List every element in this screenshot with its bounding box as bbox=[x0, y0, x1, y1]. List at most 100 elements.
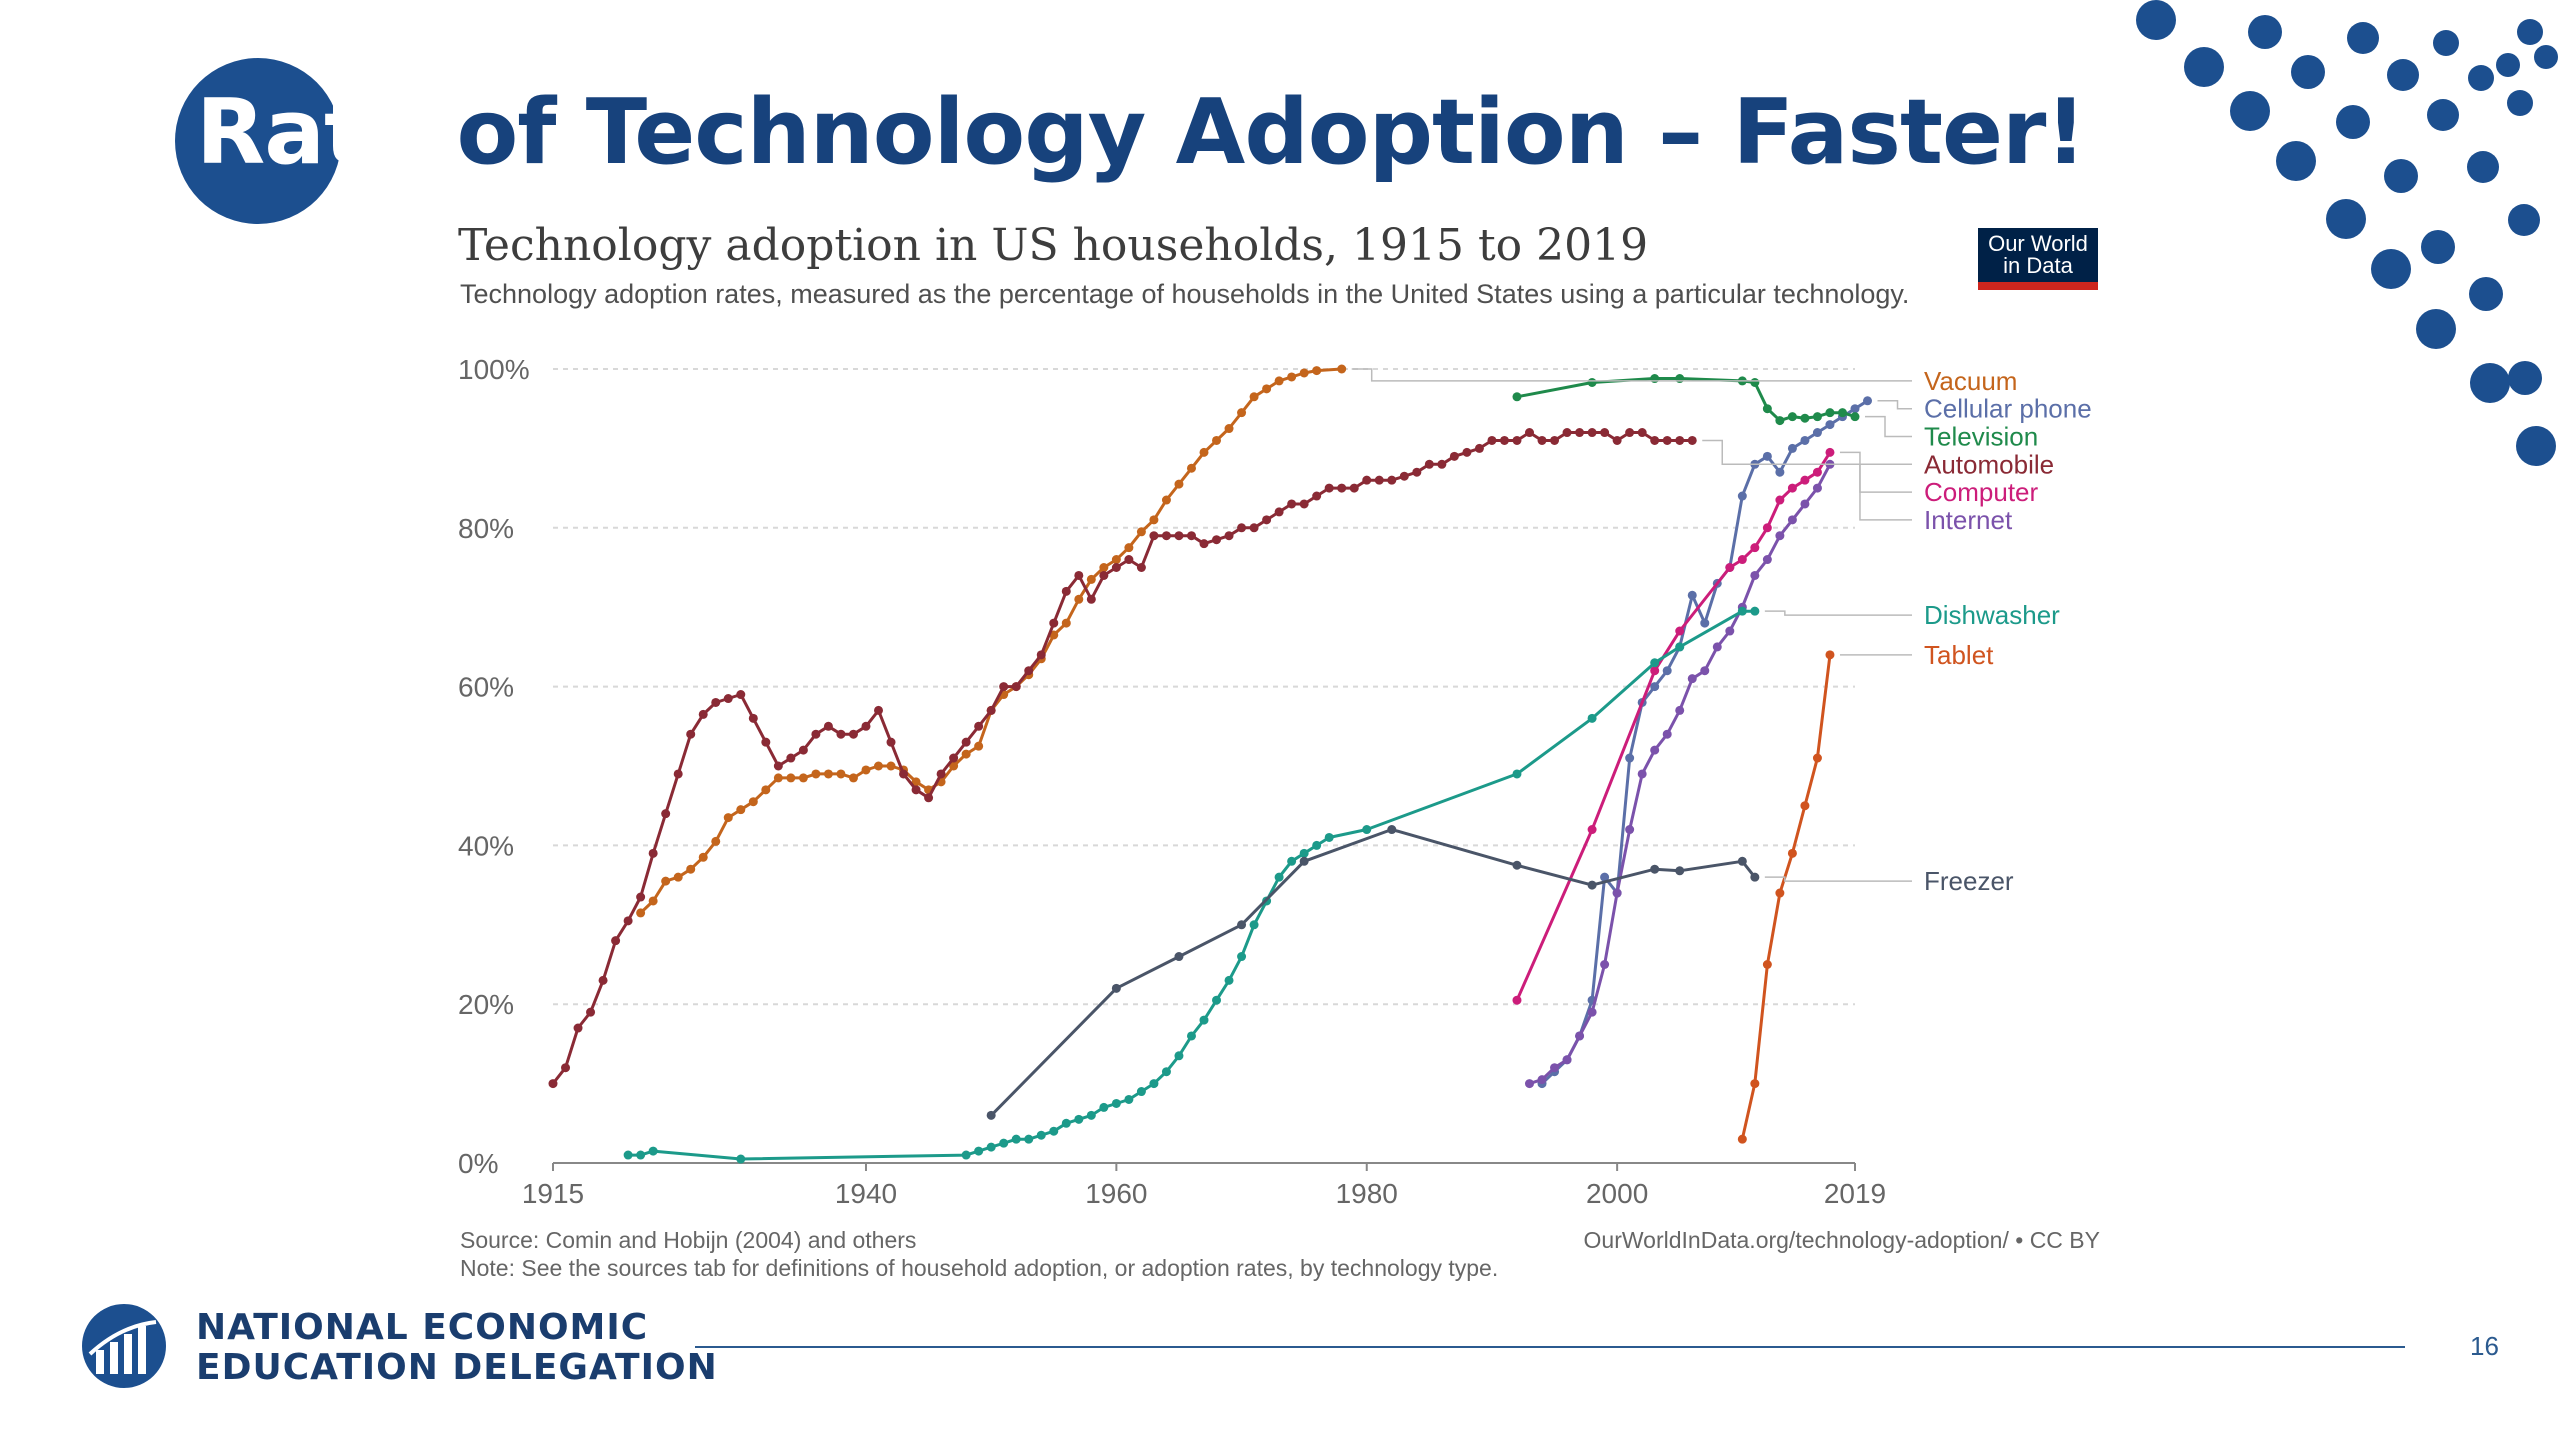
data-point bbox=[1312, 366, 1322, 376]
data-point bbox=[1625, 753, 1635, 763]
data-point bbox=[1262, 515, 1272, 525]
data-point bbox=[1186, 463, 1196, 473]
data-point bbox=[1750, 606, 1760, 616]
data-point bbox=[974, 741, 984, 751]
data-point bbox=[1600, 872, 1610, 882]
x-tick-label: 1980 bbox=[1336, 1178, 1398, 1209]
data-point bbox=[1124, 543, 1134, 553]
data-point bbox=[1086, 594, 1096, 604]
data-point bbox=[686, 864, 696, 874]
legend-label: Television bbox=[1924, 421, 2038, 451]
data-point bbox=[1775, 495, 1785, 505]
y-tick-label: 20% bbox=[458, 989, 514, 1020]
data-point bbox=[1825, 408, 1835, 418]
data-point bbox=[1850, 404, 1860, 414]
data-point bbox=[974, 1146, 984, 1156]
data-point bbox=[1662, 729, 1672, 739]
data-point bbox=[1111, 1098, 1121, 1108]
data-point bbox=[1249, 523, 1259, 533]
data-point bbox=[1111, 983, 1121, 993]
data-point bbox=[1299, 856, 1309, 866]
page-number: 16 bbox=[2470, 1331, 2499, 1361]
data-point bbox=[1750, 543, 1760, 553]
data-point bbox=[1462, 447, 1472, 457]
data-point bbox=[1762, 960, 1772, 969]
data-point bbox=[1387, 475, 1397, 485]
data-point bbox=[1812, 428, 1822, 438]
data-point bbox=[811, 769, 821, 779]
data-point bbox=[1287, 372, 1297, 382]
series-dishwasher bbox=[623, 606, 1760, 1164]
data-point bbox=[1800, 801, 1810, 811]
data-point bbox=[648, 896, 658, 906]
data-point bbox=[1287, 499, 1297, 509]
data-point bbox=[1600, 428, 1610, 438]
data-point bbox=[1812, 467, 1822, 477]
data-point bbox=[1562, 428, 1572, 438]
data-point bbox=[848, 773, 858, 783]
data-point bbox=[736, 1154, 746, 1164]
data-point bbox=[1675, 705, 1685, 715]
data-point bbox=[1374, 475, 1384, 485]
data-point bbox=[1011, 682, 1021, 692]
data-point bbox=[1149, 1079, 1159, 1089]
data-point bbox=[1262, 384, 1272, 394]
series-internet bbox=[1525, 459, 1835, 1089]
data-point bbox=[1074, 1114, 1084, 1124]
data-point bbox=[974, 721, 984, 731]
data-point bbox=[861, 765, 871, 775]
data-point bbox=[1212, 435, 1222, 445]
data-point bbox=[1099, 570, 1109, 580]
series-line bbox=[639, 367, 1342, 914]
data-point bbox=[1299, 499, 1309, 509]
data-point bbox=[1825, 420, 1835, 430]
data-point bbox=[1274, 507, 1284, 517]
data-point bbox=[1512, 435, 1522, 445]
data-point bbox=[1737, 555, 1747, 565]
data-point bbox=[1237, 523, 1247, 533]
data-point bbox=[1587, 377, 1597, 387]
data-point bbox=[1737, 606, 1747, 616]
data-point bbox=[1650, 745, 1660, 755]
data-point bbox=[1074, 570, 1084, 580]
data-point bbox=[1036, 1130, 1046, 1140]
chart-subtitle: Technology adoption rates, measured as t… bbox=[460, 279, 1910, 309]
organization-name-line2: EDUCATION DELEGATION bbox=[196, 1347, 718, 1388]
data-point bbox=[698, 852, 708, 862]
data-point bbox=[1650, 658, 1660, 668]
data-point bbox=[949, 761, 959, 771]
data-point bbox=[1612, 888, 1622, 898]
data-point bbox=[1086, 574, 1096, 584]
y-tick-label: 0% bbox=[458, 1148, 498, 1179]
data-point bbox=[1850, 412, 1860, 422]
data-point bbox=[1274, 376, 1284, 386]
legend-connector bbox=[1865, 415, 1912, 438]
data-point bbox=[1737, 856, 1747, 866]
data-point bbox=[586, 1007, 596, 1017]
data-point bbox=[1762, 451, 1772, 461]
data-point bbox=[786, 753, 796, 763]
chart-credit-link[interactable]: OurWorldInData.org/technology-adoption/ … bbox=[1583, 1227, 2100, 1253]
data-point bbox=[1562, 1055, 1572, 1065]
data-point bbox=[1136, 1087, 1146, 1097]
data-point bbox=[1762, 523, 1772, 533]
data-point bbox=[986, 705, 996, 715]
data-point bbox=[1049, 1126, 1059, 1136]
owid-logo[interactable]: Our World in Data bbox=[1978, 228, 2098, 290]
title-accent-circle bbox=[175, 58, 341, 224]
data-point bbox=[1775, 531, 1785, 541]
series-line bbox=[1529, 463, 1832, 1086]
data-point bbox=[1650, 435, 1660, 445]
data-point bbox=[1675, 435, 1685, 445]
data-point bbox=[1750, 377, 1760, 387]
data-point bbox=[1662, 666, 1672, 676]
x-tick-label: 1940 bbox=[835, 1178, 897, 1209]
data-point bbox=[1625, 825, 1635, 835]
data-point bbox=[1174, 952, 1184, 962]
data-point bbox=[1537, 435, 1547, 445]
data-point bbox=[1049, 618, 1059, 628]
data-point bbox=[1337, 483, 1347, 493]
data-point bbox=[1587, 713, 1597, 723]
data-point bbox=[1237, 920, 1247, 930]
